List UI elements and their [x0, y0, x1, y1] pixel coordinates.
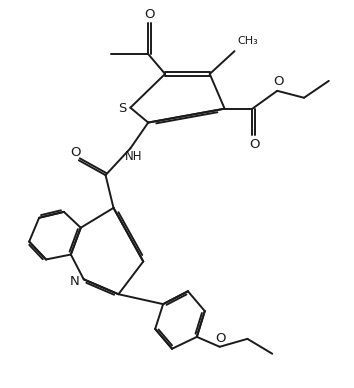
- Text: O: O: [273, 75, 284, 88]
- Text: O: O: [70, 146, 81, 159]
- Text: O: O: [249, 138, 259, 151]
- Text: CH₃: CH₃: [238, 36, 258, 46]
- Text: N: N: [70, 275, 80, 288]
- Text: S: S: [118, 102, 127, 115]
- Text: O: O: [144, 8, 154, 21]
- Text: NH: NH: [125, 150, 142, 163]
- Text: O: O: [215, 333, 226, 345]
